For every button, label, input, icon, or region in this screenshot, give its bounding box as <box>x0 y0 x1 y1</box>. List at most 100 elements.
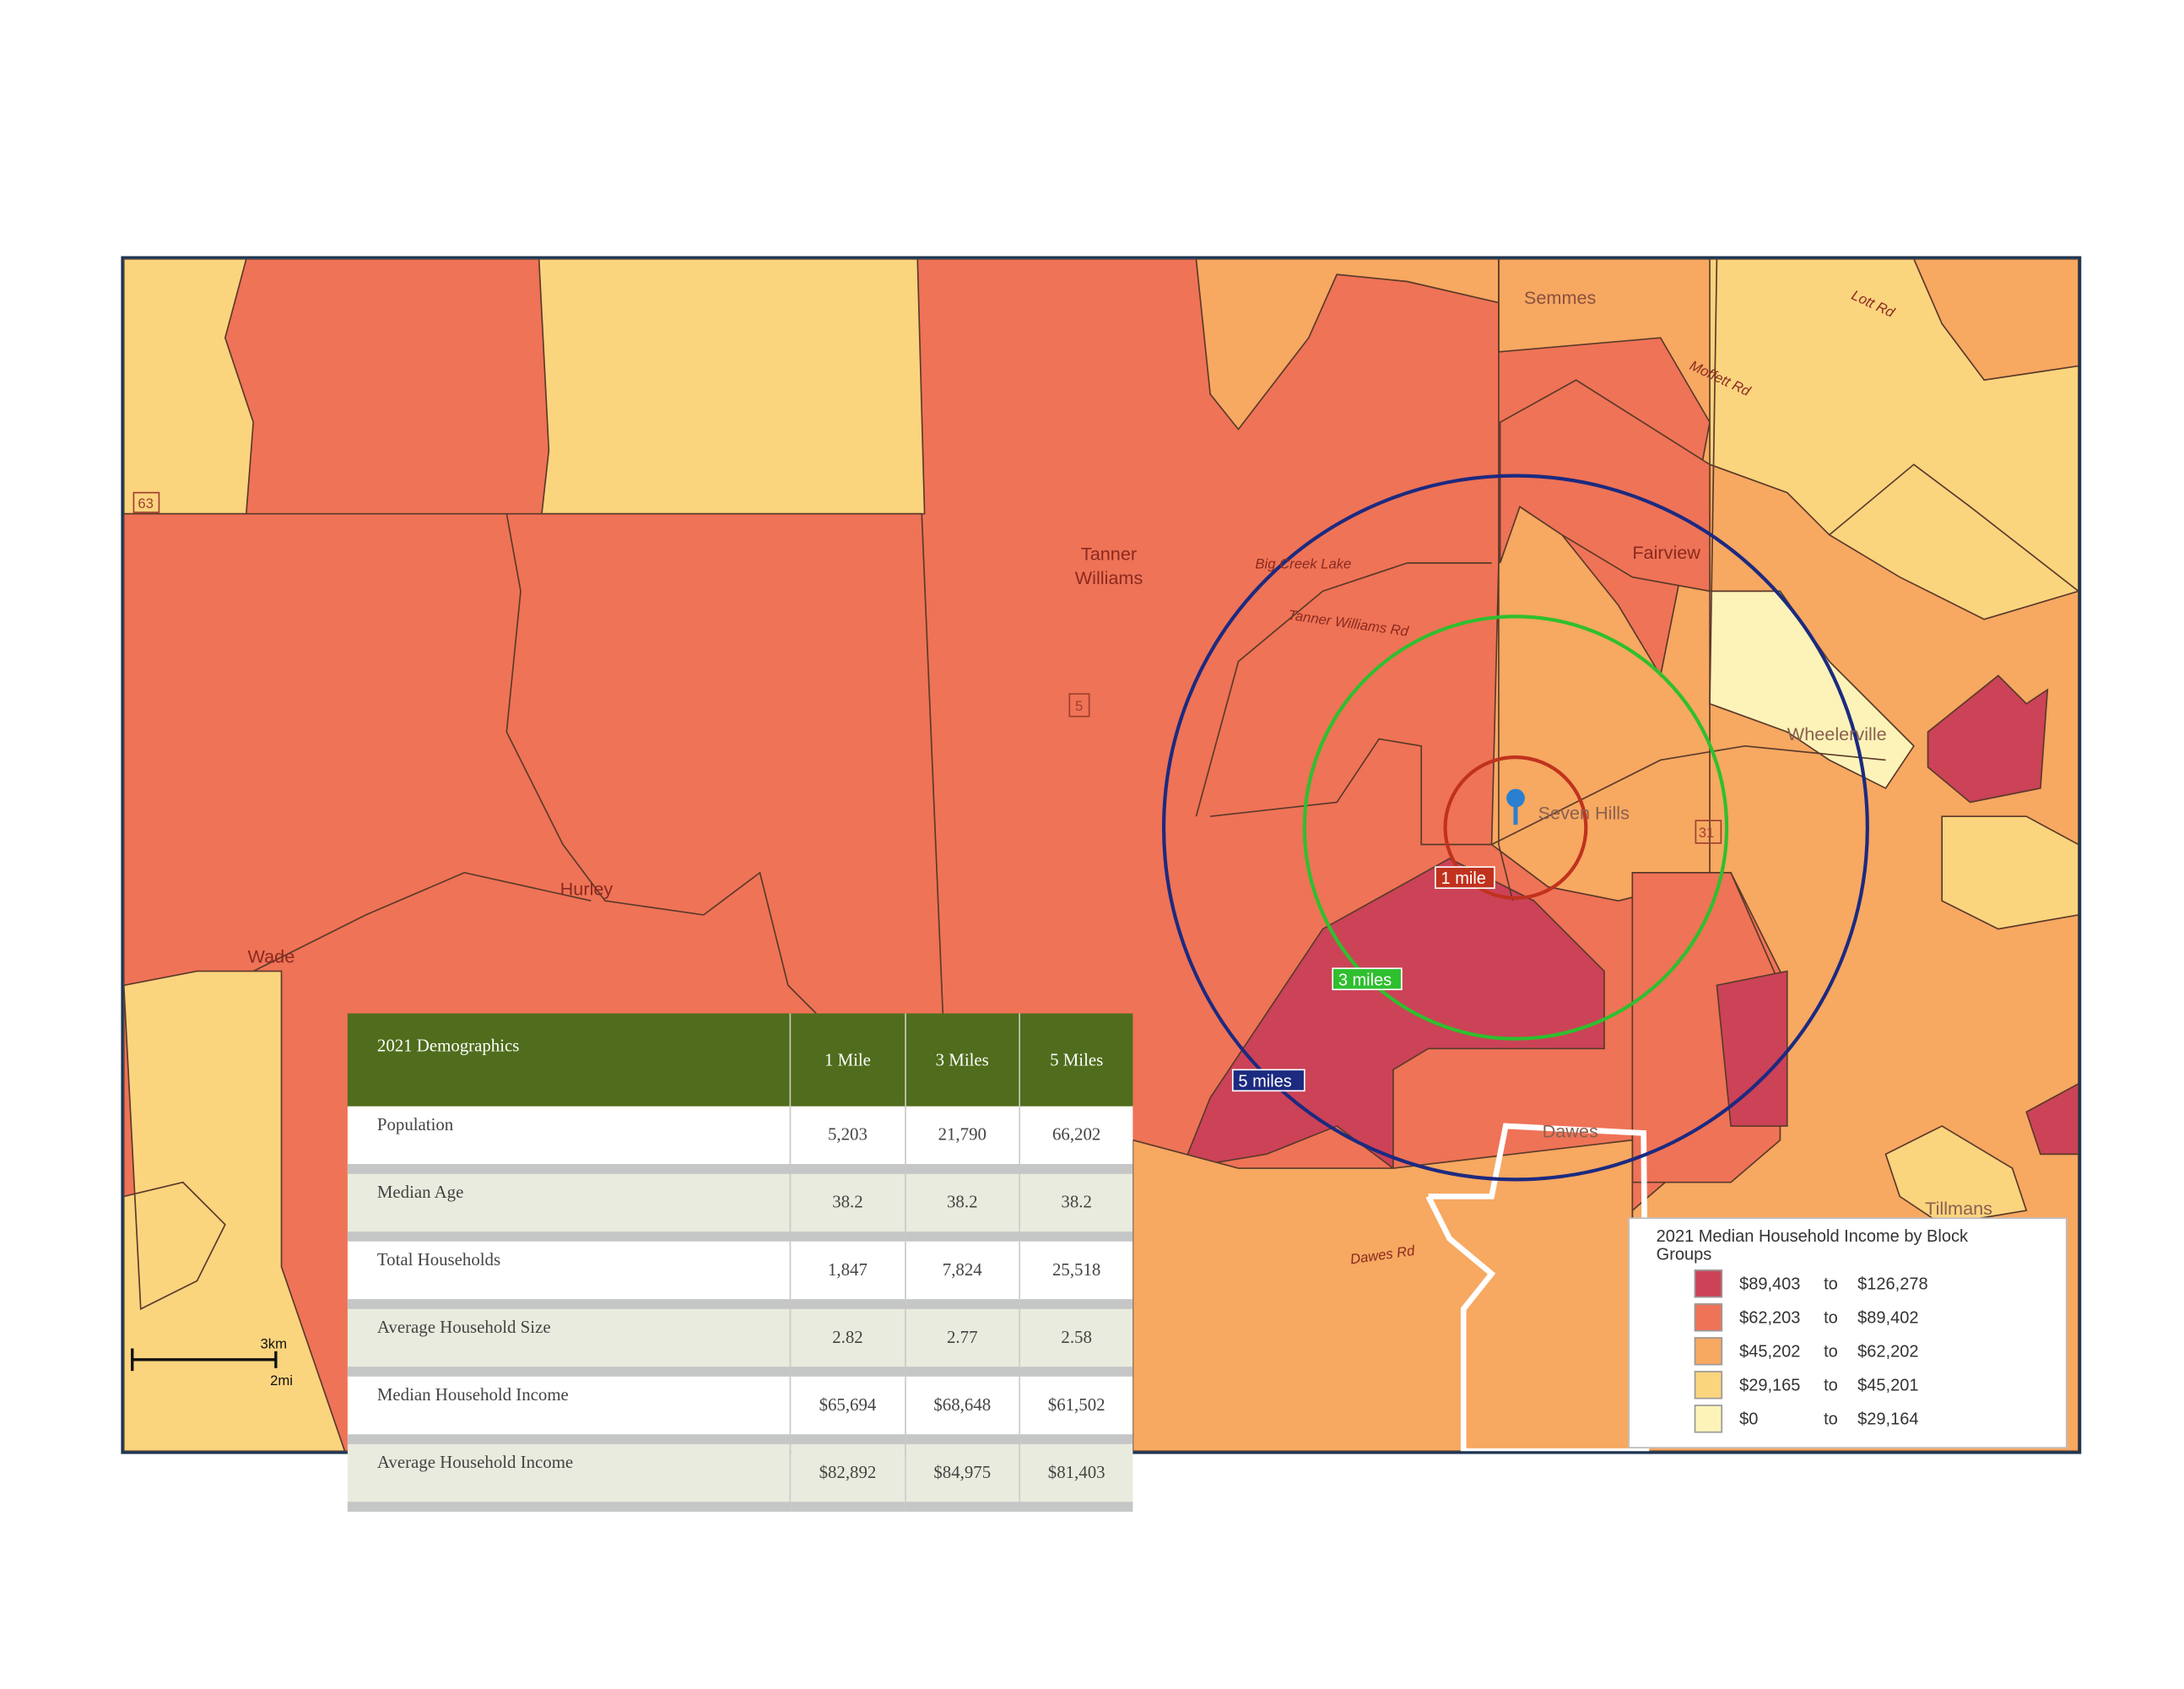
legend-to-word: to <box>1824 1341 1838 1361</box>
legend-to: $45,201 <box>1857 1375 1919 1395</box>
legend-item: $89,403 to $126,278 <box>1694 1269 1928 1298</box>
header-cell: 5 Miles <box>1019 1013 1133 1107</box>
region <box>123 258 254 515</box>
row-label: Median Age <box>347 1168 791 1242</box>
region <box>1132 1139 1634 1452</box>
region <box>1716 970 1788 1127</box>
radius-1-mile-label: 1 mile <box>1441 869 1486 888</box>
value-cell: 5,203 <box>789 1106 905 1174</box>
route-shield-icon <box>1068 693 1090 717</box>
value-cell: 2.58 <box>1019 1303 1133 1377</box>
legend-to-word: to <box>1824 1274 1838 1294</box>
table-row: Median Age 38.2 38.2 38.2 <box>347 1168 1133 1242</box>
place-label: Hurley <box>560 879 614 900</box>
place-label: Fairview <box>1632 542 1700 563</box>
value-cell: $82,892 <box>789 1439 905 1512</box>
table-row: Population 5,203 21,790 66,202 <box>347 1106 1133 1174</box>
table-row: Median Household Income $65,694 $68,648 $61… <box>347 1372 1133 1444</box>
row-label: Average Household Income <box>347 1439 791 1512</box>
value-cell: 1,847 <box>789 1236 905 1309</box>
legend-swatch <box>1694 1269 1723 1298</box>
region <box>123 970 346 1452</box>
value-cell: 66,202 <box>1019 1106 1133 1174</box>
route-number: 63 <box>138 495 154 512</box>
location-pin-icon[interactable] <box>1506 788 1525 826</box>
legend-to: $62,202 <box>1857 1341 1919 1361</box>
region <box>1941 815 2079 930</box>
table-row: Average Household Size 2.82 2.77 2.58 <box>347 1303 1133 1377</box>
place-label-line: Williams <box>1075 567 1143 588</box>
place-label: Big Creek Lake <box>1255 556 1351 572</box>
legend-from: $29,165 <box>1739 1375 1801 1395</box>
place-label: Dawes <box>1543 1120 1598 1141</box>
table-header-row: 2021 Demographics 1 Mile 3 Miles 5 Miles <box>347 1013 1133 1107</box>
route-number: 5 <box>1075 698 1083 714</box>
region <box>1927 674 2049 804</box>
radius-5-mile-ring <box>1161 474 1869 1182</box>
value-cell: 2.77 <box>904 1303 1020 1377</box>
region <box>1884 1125 2028 1226</box>
radius-5-mile-tag <box>1231 1069 1306 1092</box>
place-label: Tanner Williams <box>1075 544 1143 588</box>
legend-from: $45,202 <box>1739 1341 1801 1361</box>
legend-swatch <box>1694 1405 1723 1433</box>
region <box>2025 1083 2079 1156</box>
table-row: Average Household Income $82,892 $84,975 $8… <box>347 1439 1133 1512</box>
radius-3-mile-tag <box>1332 967 1403 991</box>
place-label: Semmes <box>1524 287 1597 308</box>
route-number: 31 <box>1699 825 1715 841</box>
legend-to: $89,402 <box>1857 1307 1919 1328</box>
radius-1-mile-tag <box>1435 866 1495 890</box>
value-cell: 38.2 <box>789 1168 905 1242</box>
map-legend: 2021 Median Household Income by Block Gr… <box>1628 1217 2068 1448</box>
legend-to-word: to <box>1824 1307 1838 1328</box>
table-row: Total Households 1,847 7,824 25,518 <box>347 1236 1133 1309</box>
legend-from: $62,203 <box>1739 1307 1801 1328</box>
legend-to-word: to <box>1824 1375 1838 1395</box>
place-label-line: Tanner <box>1081 544 1137 565</box>
scale-km: 3km <box>260 1335 286 1351</box>
value-cell: 25,518 <box>1019 1236 1133 1309</box>
legend-from: $89,403 <box>1739 1274 1801 1294</box>
legend-item: $0 to $29,164 <box>1694 1405 1918 1433</box>
legend-swatch <box>1694 1371 1723 1399</box>
radius-3-mile-ring <box>1302 614 1729 1041</box>
route-shield-icon <box>132 491 160 513</box>
scale-mi: 2mi <box>270 1372 293 1389</box>
legend-from: $0 <box>1739 1409 1759 1429</box>
place-label: Seven Hills <box>1538 803 1630 824</box>
route-shield-icon <box>1695 820 1722 844</box>
region <box>1709 258 2079 620</box>
legend-to-word: to <box>1824 1409 1838 1429</box>
legend-item: $45,202 to $62,202 <box>1694 1337 1919 1366</box>
legend-item: $62,203 to $89,402 <box>1694 1303 1919 1332</box>
header-cell: 2021 Demographics <box>347 1013 791 1107</box>
legend-swatch <box>1694 1337 1723 1366</box>
value-cell: $65,694 <box>789 1372 905 1444</box>
header-cell: 1 Mile <box>789 1013 905 1107</box>
value-cell: $81,403 <box>1019 1439 1133 1512</box>
legend-title: 2021 Median Household Income by Block Gr… <box>1656 1226 1968 1264</box>
value-cell: $84,975 <box>904 1439 1020 1512</box>
radius-5-mile-label: 5 miles <box>1238 1072 1291 1091</box>
place-label: Wheelerville <box>1787 723 1887 744</box>
value-cell: 21,790 <box>904 1106 1020 1174</box>
value-cell: 7,824 <box>904 1236 1020 1309</box>
legend-item: $29,165 to $45,201 <box>1694 1371 1919 1399</box>
legend-to: $126,278 <box>1857 1274 1928 1294</box>
header-cell: 3 Miles <box>904 1013 1020 1107</box>
row-label: Median Household Income <box>347 1372 791 1444</box>
value-cell: $61,502 <box>1019 1372 1133 1444</box>
value-cell: 38.2 <box>904 1168 1020 1242</box>
radius-3-mile-label: 3 miles <box>1338 971 1392 989</box>
value-cell: 2.82 <box>789 1303 905 1377</box>
radius-1-mile-ring <box>1443 755 1588 900</box>
row-label: Average Household Size <box>347 1303 791 1377</box>
place-label: Wade <box>247 946 295 967</box>
region <box>538 258 926 515</box>
row-label: Total Households <box>347 1236 791 1309</box>
legend-swatch <box>1694 1303 1723 1332</box>
scale-bar: 3km 2mi <box>131 1335 293 1389</box>
demographics-table: 2021 Demographics 1 Mile 3 Miles 5 Miles… <box>347 1013 1133 1512</box>
